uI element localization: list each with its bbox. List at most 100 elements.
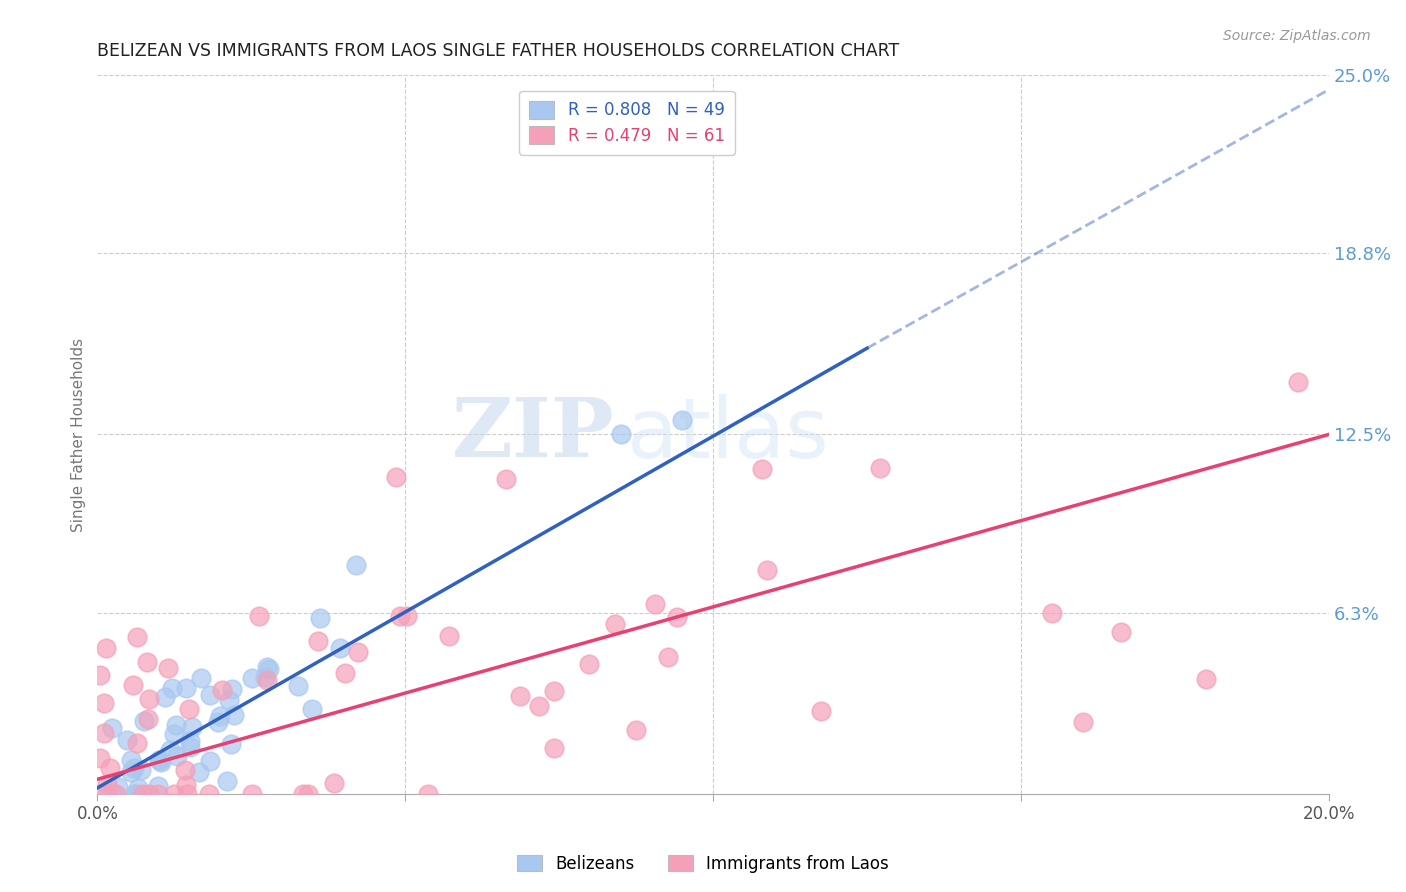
Point bbox=[644, 597, 666, 611]
Point bbox=[253, 670, 276, 684]
Point bbox=[1071, 714, 1094, 729]
Point bbox=[333, 665, 356, 680]
Point bbox=[131, 787, 153, 801]
Point bbox=[671, 131, 693, 145]
Point bbox=[527, 699, 550, 714]
Point bbox=[179, 739, 201, 754]
Point bbox=[90, 787, 112, 801]
Point bbox=[181, 720, 204, 734]
Point bbox=[755, 563, 778, 577]
Point bbox=[138, 787, 160, 801]
Point bbox=[751, 461, 773, 475]
Point bbox=[603, 616, 626, 631]
Point bbox=[198, 754, 221, 768]
Point bbox=[329, 641, 352, 656]
Point bbox=[165, 717, 187, 731]
Point bbox=[122, 678, 145, 692]
Point bbox=[287, 679, 309, 693]
Point bbox=[163, 787, 186, 801]
Point bbox=[190, 671, 212, 685]
Point bbox=[247, 608, 270, 623]
Point bbox=[160, 681, 183, 695]
Point bbox=[222, 707, 245, 722]
Point bbox=[215, 774, 238, 789]
Point bbox=[666, 609, 689, 624]
Point bbox=[148, 753, 170, 767]
Point bbox=[221, 682, 243, 697]
Point bbox=[1286, 375, 1309, 389]
Point bbox=[240, 671, 263, 685]
Point bbox=[347, 645, 370, 659]
Point bbox=[671, 413, 693, 427]
Point bbox=[96, 787, 118, 801]
Point bbox=[115, 733, 138, 747]
Point bbox=[138, 712, 160, 726]
Point bbox=[495, 472, 517, 486]
Point bbox=[129, 764, 152, 778]
Point bbox=[98, 761, 121, 775]
Point bbox=[174, 763, 197, 777]
Point bbox=[240, 787, 263, 801]
Point bbox=[104, 787, 127, 801]
Point bbox=[187, 765, 209, 780]
Point bbox=[309, 611, 332, 625]
Point bbox=[107, 780, 129, 794]
Point bbox=[149, 753, 172, 767]
Point bbox=[166, 749, 188, 764]
Text: BELIZEAN VS IMMIGRANTS FROM LAOS SINGLE FATHER HOUSEHOLDS CORRELATION CHART: BELIZEAN VS IMMIGRANTS FROM LAOS SINGLE … bbox=[97, 42, 900, 60]
Point bbox=[297, 787, 319, 801]
Point bbox=[256, 660, 278, 674]
Point bbox=[1040, 606, 1063, 620]
Point bbox=[384, 470, 406, 484]
Point bbox=[301, 701, 323, 715]
Point bbox=[439, 629, 461, 643]
Point bbox=[543, 741, 565, 756]
Point bbox=[543, 683, 565, 698]
Point bbox=[174, 778, 197, 792]
Point bbox=[292, 787, 315, 801]
Point bbox=[96, 777, 118, 791]
Point bbox=[179, 733, 201, 747]
Point bbox=[626, 723, 648, 737]
Point bbox=[198, 688, 221, 702]
Point bbox=[395, 609, 418, 624]
Text: atlas: atlas bbox=[627, 394, 828, 475]
Point bbox=[122, 761, 145, 775]
Point bbox=[323, 776, 346, 790]
Point bbox=[127, 736, 149, 750]
Point bbox=[198, 787, 221, 801]
Point bbox=[120, 753, 142, 767]
Point bbox=[94, 640, 117, 655]
Point bbox=[120, 764, 142, 779]
Point bbox=[218, 692, 240, 706]
Point bbox=[101, 721, 124, 735]
Point bbox=[125, 630, 148, 644]
Point bbox=[211, 683, 233, 698]
Point bbox=[148, 787, 170, 801]
Point bbox=[138, 692, 160, 706]
Point bbox=[207, 715, 229, 730]
Point bbox=[156, 661, 179, 675]
Point bbox=[176, 681, 198, 696]
Point bbox=[93, 696, 115, 710]
Point bbox=[89, 668, 111, 682]
Point bbox=[256, 673, 278, 688]
Point bbox=[101, 786, 124, 800]
Point bbox=[578, 657, 600, 671]
Legend: Belizeans, Immigrants from Laos: Belizeans, Immigrants from Laos bbox=[510, 848, 896, 880]
Point bbox=[132, 714, 155, 728]
Point bbox=[127, 781, 149, 796]
Point bbox=[657, 650, 679, 665]
Point bbox=[177, 702, 200, 716]
Point bbox=[208, 709, 231, 723]
Point bbox=[176, 787, 198, 801]
Point bbox=[150, 755, 173, 769]
Point bbox=[307, 634, 329, 648]
Text: Source: ZipAtlas.com: Source: ZipAtlas.com bbox=[1223, 29, 1371, 43]
Point bbox=[869, 461, 891, 475]
Point bbox=[159, 743, 181, 757]
Point bbox=[389, 608, 412, 623]
Point bbox=[155, 690, 177, 704]
Point bbox=[163, 726, 186, 740]
Point bbox=[344, 558, 367, 573]
